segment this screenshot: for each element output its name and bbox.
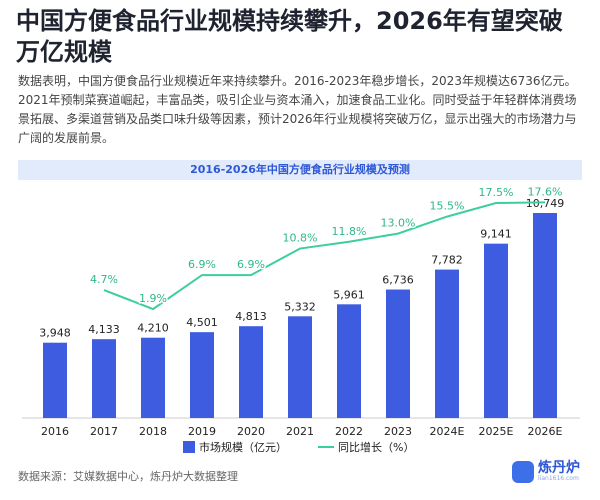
growth-label: 13.0% — [381, 217, 416, 230]
x-tick-label: 2023 — [384, 425, 412, 438]
bar-label: 7,782 — [431, 254, 463, 267]
x-tick-label: 2016 — [41, 425, 69, 438]
growth-label: 15.5% — [430, 200, 465, 213]
logo: 炼丹炉 lian1616.com — [512, 461, 580, 483]
x-tick-label: 2017 — [90, 425, 118, 438]
growth-label: 1.9% — [139, 292, 167, 305]
bar-label: 10,749 — [526, 197, 565, 210]
logo-name: 炼丹炉 — [538, 460, 580, 476]
bar — [484, 243, 508, 418]
bar — [92, 339, 116, 418]
x-tick-label: 2022 — [335, 425, 363, 438]
growth-label: 4.7% — [90, 273, 118, 286]
title: 中国方便食品行业规模持续攀升，2026年有望突破万亿规模 — [16, 7, 563, 66]
bar — [190, 332, 214, 418]
growth-line — [103, 201, 546, 311]
bar — [533, 213, 557, 418]
bar-label: 4,210 — [137, 322, 169, 335]
bar-label: 5,961 — [333, 288, 365, 301]
bar — [43, 342, 67, 418]
legend-label: 市场规模（亿元） — [199, 440, 287, 454]
logo-text: 炼丹炉 lian1616.com — [538, 461, 580, 483]
x-tick-label: 2024E — [430, 425, 465, 438]
growth-label: 6.9% — [188, 258, 216, 271]
x-tick-label: 2018 — [139, 425, 167, 438]
legend-label: 同比增长（%） — [338, 440, 414, 454]
growth-label: 10.8% — [283, 232, 318, 245]
description: 数据表明，中国方便食品行业规模近年来持续攀升。2016-2023年稳步增长，20… — [18, 74, 577, 145]
growth-label: 11.8% — [332, 225, 367, 238]
logo-icon — [512, 461, 534, 483]
bar — [337, 304, 361, 418]
bar-label: 4,133 — [88, 323, 120, 336]
bar-label: 3,948 — [39, 327, 71, 340]
x-tick-label: 2025E — [479, 425, 514, 438]
bar-label: 5,332 — [284, 300, 316, 313]
bar — [435, 269, 459, 418]
x-tick-label: 2021 — [286, 425, 314, 438]
bar-label: 4,501 — [186, 316, 218, 329]
growth-label: 6.9% — [237, 258, 265, 271]
legend-swatch — [183, 441, 195, 453]
bar — [288, 316, 312, 418]
bar — [386, 289, 410, 418]
bar-label: 6,736 — [382, 274, 414, 287]
bar — [141, 337, 165, 418]
bar-label: 9,141 — [480, 228, 512, 241]
logo-site: lian1616.com — [538, 475, 579, 482]
chart-title: 2016-2026年中国方便食品行业规模及预测 — [18, 160, 582, 180]
growth-label: 17.6% — [528, 185, 563, 198]
x-tick-label: 2026E — [528, 425, 563, 438]
x-tick-label: 2020 — [237, 425, 265, 438]
source: 数据来源：艾媒数据中心，炼丹炉大数据整理 — [18, 470, 238, 483]
x-tick-label: 2019 — [188, 425, 216, 438]
growth-label: 17.5% — [479, 186, 514, 199]
bar — [239, 326, 263, 418]
bar-label: 4,813 — [235, 310, 267, 323]
